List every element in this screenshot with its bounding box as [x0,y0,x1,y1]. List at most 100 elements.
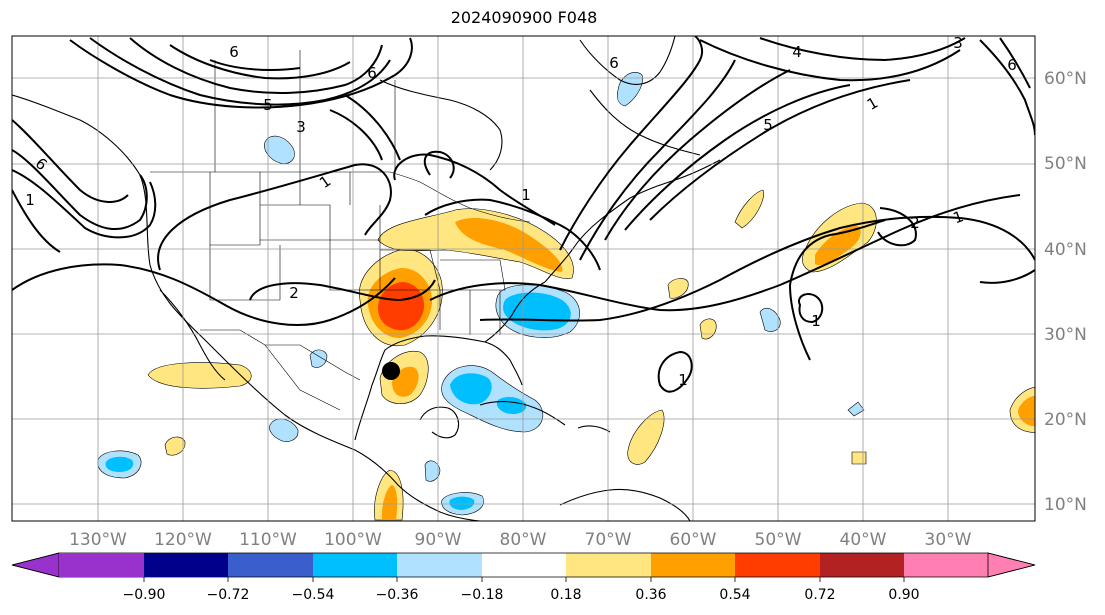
warm-anomaly-caribbean [627,409,665,465]
longitude-label: 110°W [239,530,297,550]
latitude-axis: 60°N 50°N 40°N 30°N 20°N 10°N [1044,69,1087,515]
contour-north-trough-1 [69,37,413,109]
colorbar-tick-label: −0.90 [123,587,166,603]
contour-label: 5 [763,116,773,134]
contour-label: 1 [811,312,821,330]
contour-north-trough-2 [89,37,391,106]
warm-anomaly-ohio [377,208,574,280]
us-mexico-border [200,329,361,381]
colorbar-segment [228,553,313,577]
baja-california [159,289,226,381]
colorbar-segment [397,553,482,577]
contour-nw-5 [12,169,157,239]
cool-anomaly-honduras-core [449,496,475,510]
us-states-4 [209,245,281,301]
contour-gulf-cut [423,150,455,179]
contour-label: 3 [953,34,963,52]
warm-anomaly-atlantic-core [815,225,861,266]
latitude-label: 60°N [1044,69,1087,89]
longitude-label: 40°W [840,530,887,550]
colorbar-tick-label: −0.54 [292,587,335,603]
contour-atlantic-trough-5 [649,79,911,221]
latitude-label: 40°N [1044,240,1087,260]
south-america-north [559,488,691,521]
us-states-7 [439,290,501,335]
latitude-label: 20°N [1044,410,1087,430]
contour-label: 6 [1007,56,1017,74]
contour-hudson-2 [344,94,401,161]
contour-label: 1 [521,186,531,204]
gulf-coast [354,335,523,441]
map-frame [11,35,1036,522]
contour-atlantic-east [979,269,1035,284]
contour-label: 2 [910,214,920,232]
longitude-label: 90°W [415,530,462,550]
cuba [479,401,566,426]
pressure-contours [12,36,1035,393]
colorbar-segment [482,553,566,577]
colorbar-extend-high [987,552,1036,578]
contour-north-trough-4 [169,44,351,80]
us-states-2 [260,204,331,241]
us-states-6 [440,259,506,291]
cool-anomaly-greenland [616,71,643,107]
contour-label: 1 [25,191,35,209]
colorbar-extend-low [11,552,60,578]
contour-nw-4 [12,119,129,203]
warm-anomaly-texas-core [378,282,425,331]
warm-anomaly-labrador [734,189,764,229]
contour-great-lakes [393,153,556,226]
colorbar-segment [566,553,651,577]
contour-center-2 [249,279,436,302]
colorbar-first-swatch [59,553,144,577]
warm-anomaly-mexico-west [147,362,252,389]
colorbar-segment [313,553,397,577]
colorbar-tick-label: −0.18 [461,587,504,603]
longitude-label: 100°W [324,530,382,550]
warm-anomaly-small-4 [851,451,867,465]
colorbar-tick-label: −0.36 [376,587,419,603]
latitude-label: 10°N [1044,495,1087,515]
longitude-label: 70°W [585,530,632,550]
contour-east-ridge-1 [424,198,601,271]
north-america-west-coast [12,94,481,521]
colorbar: −0.90 −0.72 −0.54 −0.36 −0.18 0.18 0.36 … [11,552,1036,603]
cool-anomaly-pacific-west-core [105,456,134,472]
cool-anomaly-small-3 [759,307,781,332]
contour-label: 5 [263,96,273,114]
contour-nw-6 [12,149,148,231]
contour-atlantic-trough-2 [579,59,736,261]
colorbar-segment [651,553,735,577]
colorbar-second-swatch [144,553,228,577]
colorbar-tick-label: 0.90 [888,587,919,603]
colorbar-tick-label: 0.72 [804,587,835,603]
colorbar-tick-label: 0.54 [719,587,750,603]
contour-label: 4 [792,43,802,61]
longitude-label: 60°W [670,530,717,550]
warm-anomaly-small-3 [164,436,186,456]
contour-center-1 [157,163,392,271]
colorbar-ticks [143,577,905,582]
contour-east-ridge-2 [979,39,1035,136]
contour-center-3 [12,263,396,326]
contour-north-atlantic-1 [699,39,961,82]
contour-north-trough-5 [209,59,301,71]
colorbar-segment [904,553,988,577]
cool-anomaly-gulf-east-core [450,373,492,405]
colorbar-tick-label: 0.36 [635,587,666,603]
contour-label: 6 [609,54,619,72]
canada-provinces [214,50,396,172]
longitude-axis: 130°W 120°W 110°W 100°W 90°W 80°W 70°W 6… [69,530,972,550]
contour-atlantic-low [798,293,824,324]
contour-label: 2 [289,284,299,302]
political-borders [150,50,531,411]
contour-east-1 [429,194,1021,312]
contour-north-trough-3 [129,37,383,94]
cool-anomaly-small-4 [424,460,441,482]
contour-atlantic-low-2 [788,219,886,361]
colorbar-segment [820,553,904,577]
longitude-label: 120°W [154,530,212,550]
us-canada-border [150,171,531,223]
warm-anomaly-ohio-core [455,217,563,272]
